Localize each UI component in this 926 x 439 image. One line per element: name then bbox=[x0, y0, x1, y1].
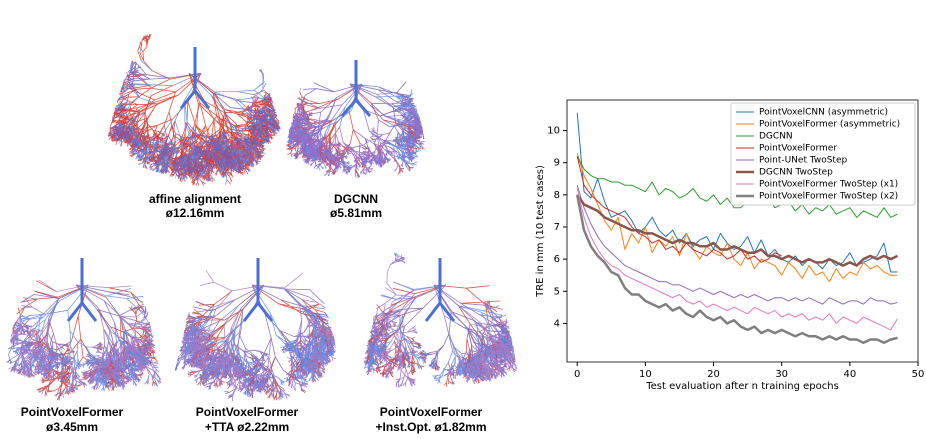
panel-value: ø5.81mm bbox=[330, 206, 382, 220]
line-chart: 4 5 6 7 8 9 10 0 10 20 30 40 50 Test evaluation after… bbox=[535, 99, 925, 392]
vessel-render bbox=[8, 279, 159, 396]
legend-label: PointVoxelCNN (asymmetric) bbox=[759, 108, 888, 118]
airway bbox=[242, 258, 274, 322]
panel-value: ø3.45mm bbox=[46, 420, 98, 434]
vessel-render bbox=[363, 254, 518, 387]
panel-value: ø12.16mm bbox=[166, 206, 225, 220]
x-tick-label: 20 bbox=[707, 369, 720, 380]
series-line bbox=[576, 194, 899, 267]
x-tick-label: 30 bbox=[775, 369, 788, 380]
panel-value: +Inst.Opt. ø1.82mm bbox=[375, 420, 486, 434]
legend-label: DGCNN TwoStep bbox=[759, 168, 833, 178]
plot-frame bbox=[566, 99, 919, 363]
series-line bbox=[576, 156, 782, 263]
x-tick-label: 40 bbox=[843, 369, 856, 380]
y-tick-label: 5 bbox=[554, 286, 560, 297]
vessel-render bbox=[287, 83, 426, 175]
y-tick-label: 8 bbox=[554, 190, 560, 201]
legend-label: PointVoxelFormer TwoStep (x1) bbox=[759, 180, 898, 190]
legend-label: Point-UNet TwoStep bbox=[759, 156, 847, 166]
legend-label: PointVoxelFormer TwoStep (x2) bbox=[759, 192, 898, 202]
legend-box bbox=[730, 102, 916, 206]
panel-caption: DGCNN bbox=[334, 192, 378, 206]
series-line bbox=[575, 194, 898, 344]
y-tick-label: 10 bbox=[547, 126, 560, 137]
airway bbox=[424, 258, 456, 322]
series-line bbox=[576, 185, 898, 305]
legend-label: PointVoxelFormer (asymmetric) bbox=[759, 120, 900, 130]
y-tick-label: 4 bbox=[554, 318, 560, 329]
series-line bbox=[576, 156, 898, 218]
panel-caption: PointVoxelFormer bbox=[21, 405, 124, 419]
x-tick-label: 50 bbox=[912, 369, 925, 380]
panel-value: +TTA ø2.22mm bbox=[205, 420, 289, 434]
y-tick-label: 9 bbox=[554, 158, 560, 169]
airway bbox=[66, 258, 98, 322]
airway bbox=[340, 60, 372, 117]
vessel-render bbox=[107, 34, 281, 186]
x-axis-label: Test evaluation after n training epochs bbox=[645, 381, 839, 392]
x-tick-label: 10 bbox=[639, 369, 652, 380]
legend-label: DGCNN bbox=[759, 132, 793, 142]
legend-label: PointVoxelFormer bbox=[759, 144, 837, 154]
panel-caption: affine alignment bbox=[149, 192, 241, 206]
series-line bbox=[576, 188, 898, 331]
panel-caption: PointVoxelFormer bbox=[196, 405, 299, 419]
vessel-render bbox=[176, 269, 337, 401]
lung-renders bbox=[5, 34, 518, 402]
y-axis-label: TRE in mm (10 test cases) bbox=[535, 165, 546, 298]
series-line bbox=[576, 152, 898, 283]
y-tick-label: 7 bbox=[554, 222, 560, 233]
panel-caption: PointVoxelFormer bbox=[380, 405, 483, 419]
x-tick-label: 0 bbox=[574, 369, 580, 380]
y-tick-label: 6 bbox=[554, 254, 560, 265]
airway bbox=[179, 47, 211, 110]
